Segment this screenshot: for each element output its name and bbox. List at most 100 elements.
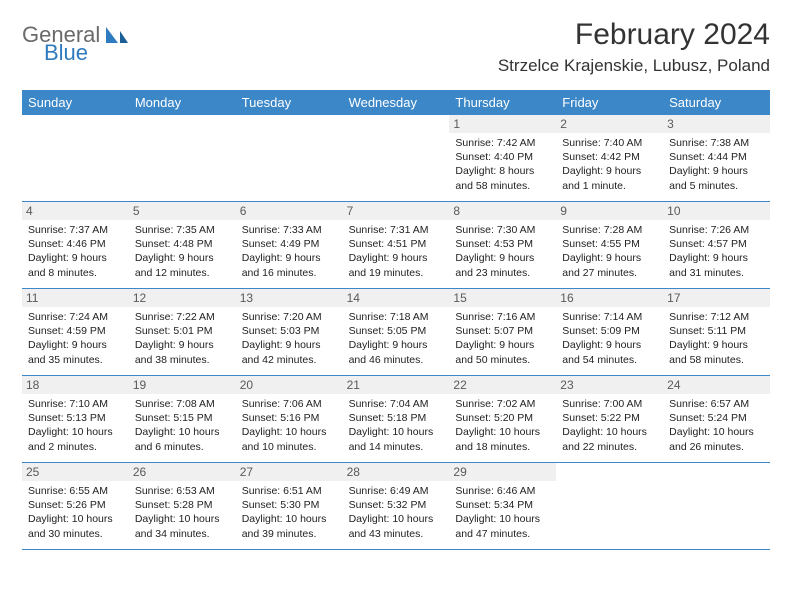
day-details: Sunrise: 7:10 AMSunset: 5:13 PMDaylight:… [28,397,123,454]
day-number: 18 [22,376,129,394]
day-line: Daylight: 9 hours [28,338,123,352]
day-line: and 19 minutes. [349,266,444,280]
day-cell: 7Sunrise: 7:31 AMSunset: 4:51 PMDaylight… [343,202,450,288]
day-line: Sunset: 5:32 PM [349,498,444,512]
day-number: 15 [449,289,556,307]
location: Strzelce Krajenskie, Lubusz, Poland [498,56,770,76]
day-line: Sunset: 4:49 PM [242,237,337,251]
day-details: Sunrise: 7:24 AMSunset: 4:59 PMDaylight:… [28,310,123,367]
day-line: and 14 minutes. [349,440,444,454]
day-details: Sunrise: 7:14 AMSunset: 5:09 PMDaylight:… [562,310,657,367]
day-line: Sunset: 4:59 PM [28,324,123,338]
day-line: Sunrise: 6:46 AM [455,484,550,498]
day-cell: 11 Sunrise: 7:24 AMSunset: 4:59 PMDayligh… [22,289,129,375]
day-line: Daylight: 9 hours [242,251,337,265]
day-line: and 34 minutes. [135,527,230,541]
day-details: Sunrise: 7:22 AMSunset: 5:01 PMDaylight:… [135,310,230,367]
day-line: and 6 minutes. [135,440,230,454]
day-line: Daylight: 9 hours [455,251,550,265]
day-cell [663,463,770,549]
day-line: Sunset: 5:22 PM [562,411,657,425]
day-line: Daylight: 9 hours [562,164,657,178]
day-cell: 27 Sunrise: 6:51 AMSunset: 5:30 PMDayligh… [236,463,343,549]
weeks-container: 1Sunrise: 7:42 AMSunset: 4:40 PMDaylight… [22,115,770,550]
day-number: 27 [236,463,343,481]
day-details: Sunrise: 6:55 AMSunset: 5:26 PMDaylight:… [28,484,123,541]
day-line: Daylight: 10 hours [669,425,764,439]
day-line: Sunrise: 7:14 AM [562,310,657,324]
day-number: 3 [663,115,770,133]
day-line: Sunset: 5:34 PM [455,498,550,512]
day-line: Sunrise: 7:35 AM [135,223,230,237]
logo: General Blue [22,18,128,48]
day-cell: 19Sunrise: 7:08 AMSunset: 5:15 PMDayligh… [129,376,236,462]
day-details: Sunrise: 7:06 AMSunset: 5:16 PMDaylight:… [242,397,337,454]
day-cell: 17Sunrise: 7:12 AMSunset: 5:11 PMDayligh… [663,289,770,375]
day-line: Daylight: 10 hours [562,425,657,439]
day-line: and 22 minutes. [562,440,657,454]
day-details: Sunrise: 6:51 AMSunset: 5:30 PMDaylight:… [242,484,337,541]
day-line: Sunset: 4:42 PM [562,150,657,164]
day-line: Daylight: 10 hours [28,512,123,526]
day-line: Sunset: 5:28 PM [135,498,230,512]
day-line: Sunrise: 7:22 AM [135,310,230,324]
day-line: Sunrise: 7:08 AM [135,397,230,411]
day-line: Sunset: 5:13 PM [28,411,123,425]
day-number: 21 [343,376,450,394]
day-line: Sunrise: 7:38 AM [669,136,764,150]
day-line: Daylight: 9 hours [242,338,337,352]
day-number: 28 [343,463,450,481]
day-line: Sunset: 5:30 PM [242,498,337,512]
weekday-header: Sunday Monday Tuesday Wednesday Thursday… [22,90,770,115]
day-number: 13 [236,289,343,307]
week-row: 1Sunrise: 7:42 AMSunset: 4:40 PMDaylight… [22,115,770,202]
day-line: Daylight: 10 hours [135,512,230,526]
day-line: Daylight: 8 hours [455,164,550,178]
day-number: 16 [556,289,663,307]
day-details: Sunrise: 6:46 AMSunset: 5:34 PMDaylight:… [455,484,550,541]
day-line: and 12 minutes. [135,266,230,280]
day-details: Sunrise: 7:12 AMSunset: 5:11 PMDaylight:… [669,310,764,367]
day-line: and 46 minutes. [349,353,444,367]
day-cell: 29Sunrise: 6:46 AMSunset: 5:34 PMDayligh… [449,463,556,549]
weekday-sunday: Sunday [22,90,129,115]
day-line: Sunrise: 7:10 AM [28,397,123,411]
weekday-wednesday: Wednesday [343,90,450,115]
day-number: 2 [556,115,663,133]
day-line: and 26 minutes. [669,440,764,454]
day-cell: 2Sunrise: 7:40 AMSunset: 4:42 PMDaylight… [556,115,663,201]
day-line: Sunset: 4:53 PM [455,237,550,251]
day-cell: 6Sunrise: 7:33 AMSunset: 4:49 PMDaylight… [236,202,343,288]
day-line: and 5 minutes. [669,179,764,193]
day-cell [343,115,450,201]
day-cell: 10Sunrise: 7:26 AMSunset: 4:57 PMDayligh… [663,202,770,288]
day-line: Daylight: 10 hours [242,425,337,439]
week-row: 25Sunrise: 6:55 AMSunset: 5:26 PMDayligh… [22,463,770,550]
day-cell [129,115,236,201]
day-number: 11 [22,289,129,307]
day-line: and 27 minutes. [562,266,657,280]
week-row: 11 Sunrise: 7:24 AMSunset: 4:59 PMDayligh… [22,289,770,376]
weekday-monday: Monday [129,90,236,115]
day-cell: 3 Sunrise: 7:38 AMSunset: 4:44 PMDaylight… [663,115,770,201]
day-line: Sunrise: 7:28 AM [562,223,657,237]
day-line: and 8 minutes. [28,266,123,280]
day-line: and 42 minutes. [242,353,337,367]
day-number: 9 [556,202,663,220]
day-line: Daylight: 9 hours [562,251,657,265]
day-line: and 50 minutes. [455,353,550,367]
day-cell [556,463,663,549]
day-details: Sunrise: 7:38 AMSunset: 4:44 PMDaylight:… [669,136,764,193]
day-line: Daylight: 9 hours [562,338,657,352]
day-details: Sunrise: 7:28 AMSunset: 4:55 PMDaylight:… [562,223,657,280]
day-cell: 9 Sunrise: 7:28 AMSunset: 4:55 PMDaylight… [556,202,663,288]
day-line: and 58 minutes. [455,179,550,193]
day-details: Sunrise: 7:31 AMSunset: 4:51 PMDaylight:… [349,223,444,280]
day-cell [22,115,129,201]
day-line: Sunset: 5:01 PM [135,324,230,338]
day-details: Sunrise: 7:35 AMSunset: 4:48 PMDaylight:… [135,223,230,280]
calendar: Sunday Monday Tuesday Wednesday Thursday… [22,90,770,550]
day-line: Sunset: 5:05 PM [349,324,444,338]
day-line: Sunset: 5:03 PM [242,324,337,338]
day-cell [236,115,343,201]
